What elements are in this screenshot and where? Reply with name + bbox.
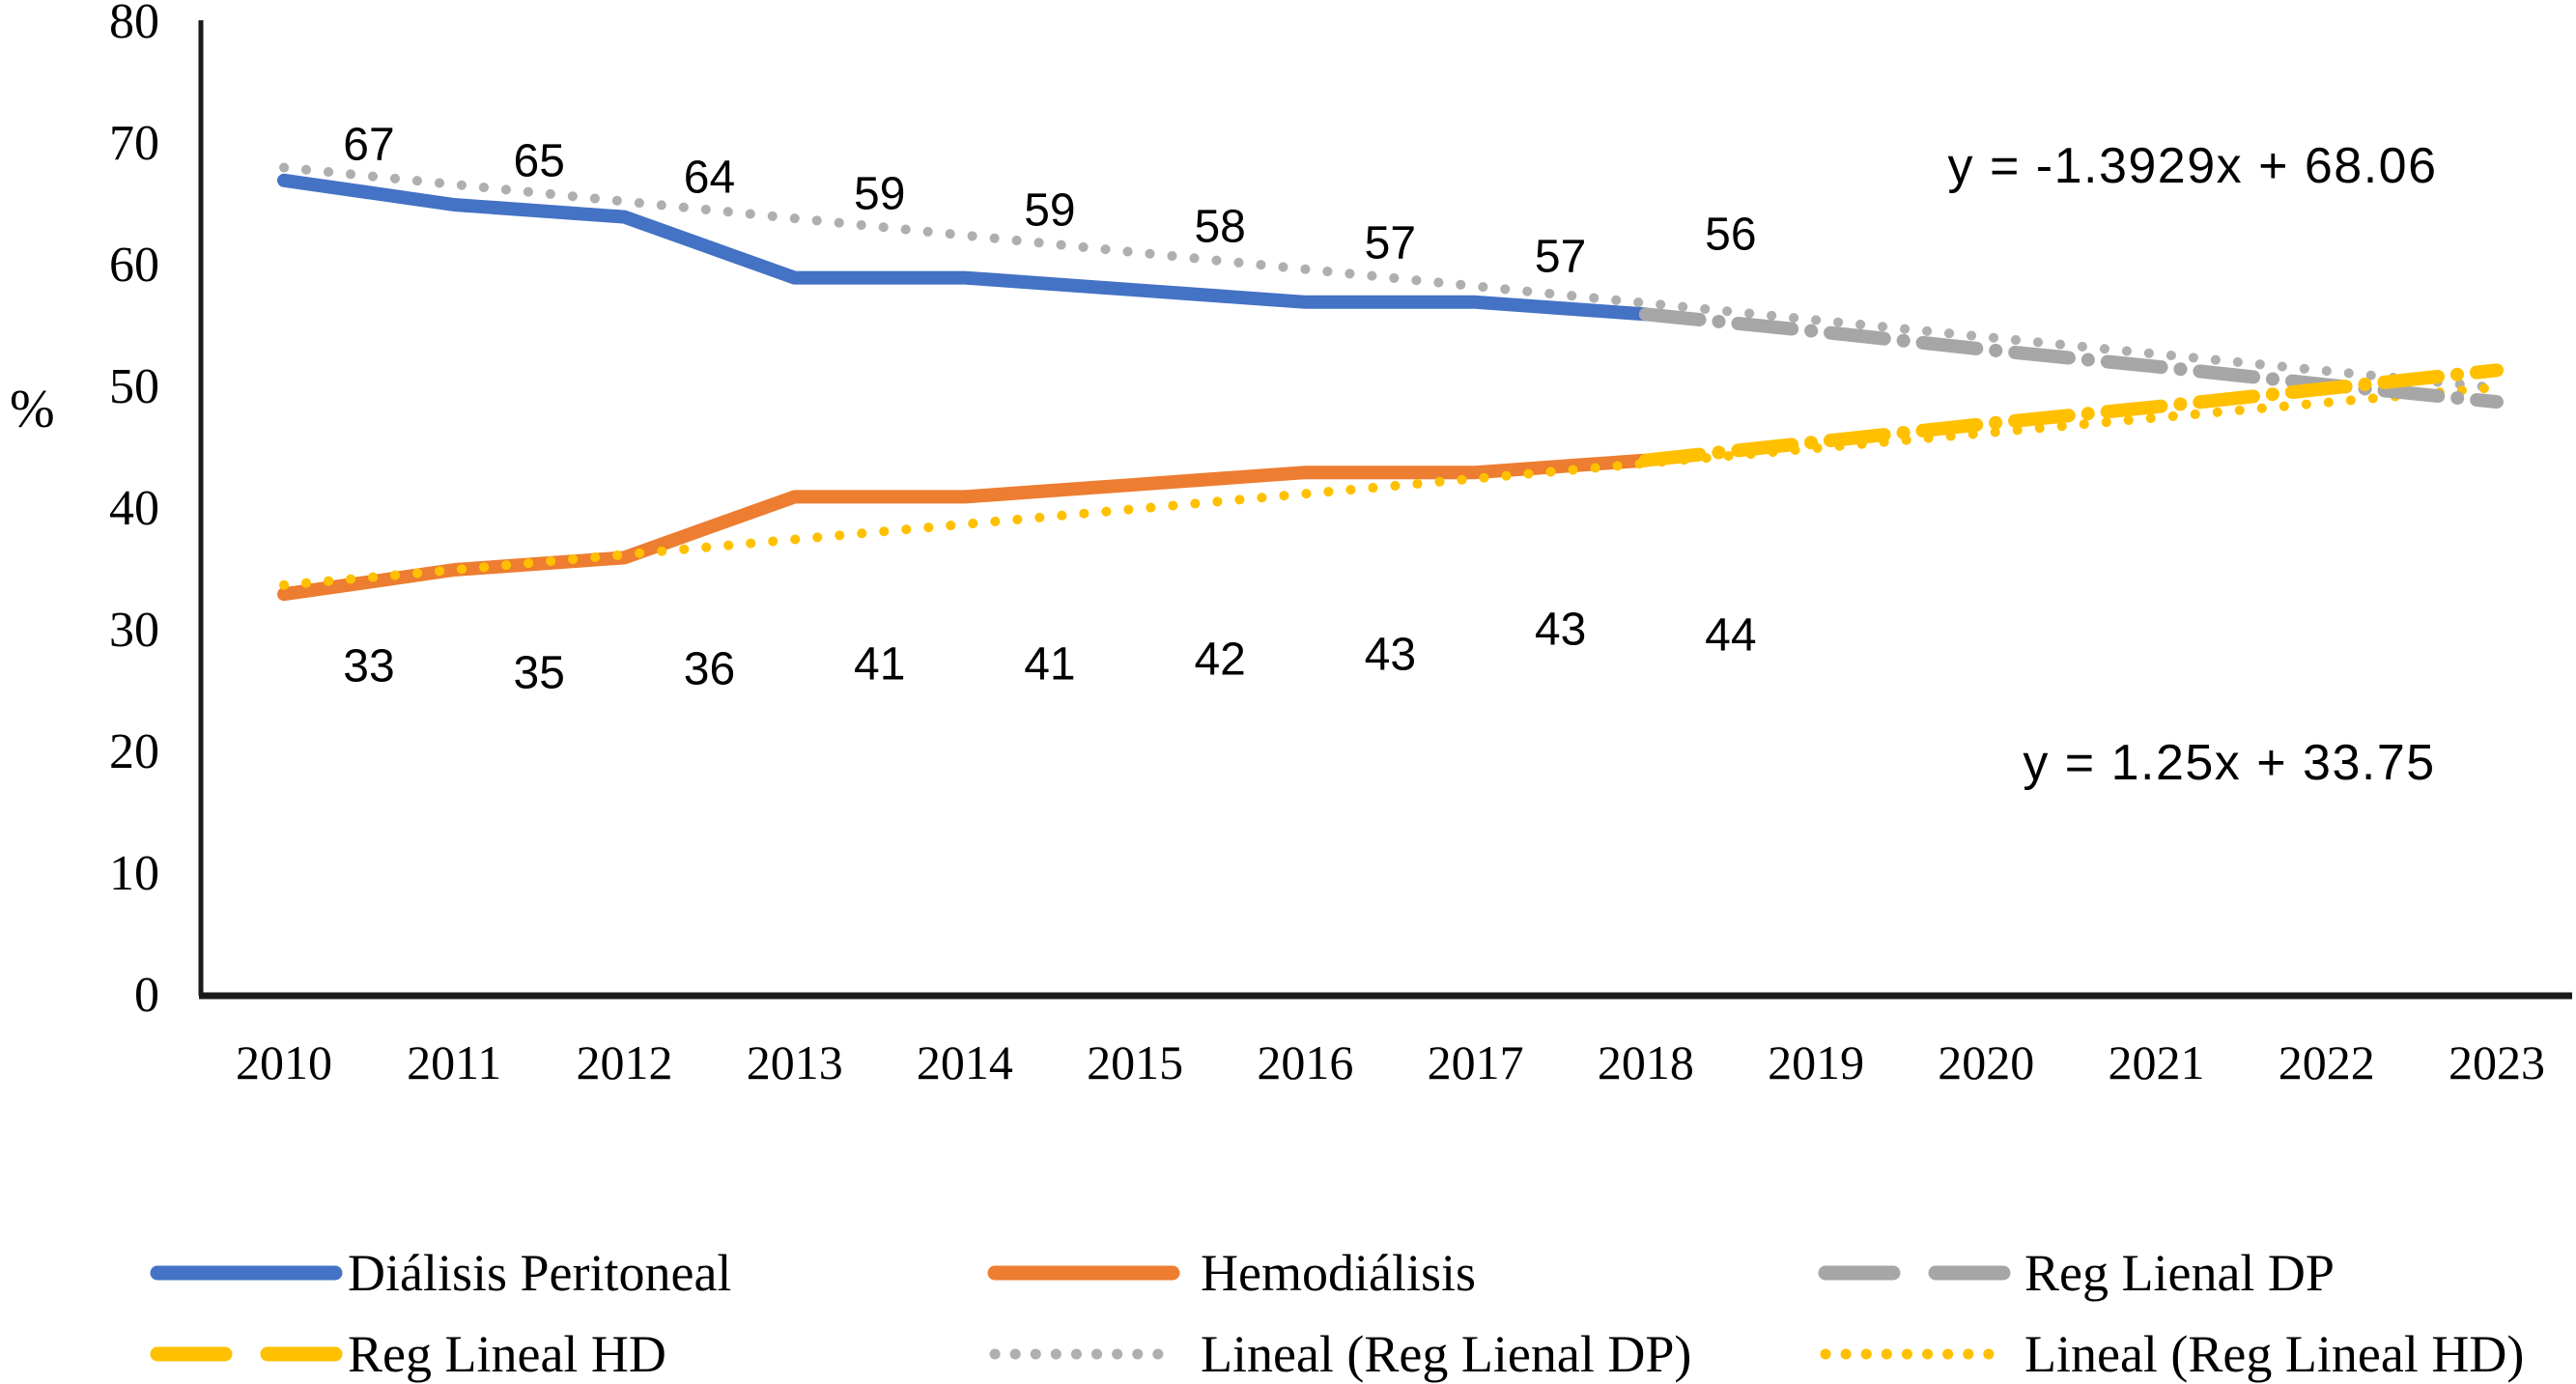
series-line-3 — [1638, 363, 2504, 467]
y-tick-label: 40 — [109, 481, 159, 536]
legend-label: Hemodiálisis — [1201, 1244, 1476, 1302]
data-label: 36 — [683, 643, 736, 695]
y-tick-label: 30 — [109, 603, 159, 658]
data-label: 59 — [1024, 184, 1076, 237]
x-tick-label: 2013 — [746, 1035, 843, 1089]
data-label: 64 — [683, 152, 736, 204]
legend-swatch-solid — [987, 1265, 1180, 1281]
data-label: 41 — [853, 638, 906, 691]
data-label: 56 — [1705, 209, 1757, 261]
y-tick-label: 80 — [109, 0, 159, 49]
data-label: 59 — [853, 168, 906, 220]
x-tick-label: 2017 — [1427, 1035, 1524, 1089]
x-tick-label: 2019 — [1768, 1035, 1865, 1089]
data-label: 33 — [343, 640, 395, 692]
trendline-equation-hd: y = 1.25x + 33.75 — [2023, 735, 2436, 791]
y-tick-label: 0 — [134, 968, 159, 1023]
trendline-equation-dp: y = -1.3929x + 68.06 — [1947, 138, 2438, 194]
x-tick-label: 2020 — [1938, 1035, 2035, 1089]
data-label: 41 — [1024, 638, 1076, 691]
series-line-2 — [1638, 307, 2504, 410]
legend-label: Lineal (Reg Lienal DP) — [1201, 1325, 1692, 1383]
series-line-0 — [277, 173, 1653, 322]
data-label: 57 — [1534, 231, 1587, 283]
series-line-5 — [279, 382, 2502, 590]
x-tick-label: 2015 — [1087, 1035, 1184, 1089]
x-tick-label: 2018 — [1597, 1035, 1694, 1089]
data-label: 57 — [1364, 217, 1417, 269]
x-tick-label: 2023 — [2448, 1035, 2545, 1089]
x-tick-label: 2016 — [1257, 1035, 1354, 1089]
x-tick-label: 2014 — [916, 1035, 1013, 1089]
x-tick-label: 2011 — [407, 1035, 502, 1089]
data-label: 67 — [343, 119, 395, 171]
x-tick-label: 2012 — [576, 1035, 673, 1089]
legend-label: Diálisis Peritoneal — [348, 1244, 732, 1302]
legend-label: Lineal (Reg Lineal HD) — [2024, 1325, 2525, 1383]
series-lines — [277, 162, 2504, 602]
y-tick-label: 50 — [109, 359, 159, 414]
legend-swatch-dash — [150, 1346, 343, 1362]
series-line-4 — [279, 162, 2502, 393]
legend-swatch-dot — [1820, 1348, 2009, 1360]
data-label: 35 — [513, 647, 565, 699]
y-tick-label: 60 — [109, 238, 159, 293]
legend-swatch-solid — [150, 1265, 343, 1281]
data-label: 43 — [1364, 629, 1417, 681]
x-tick-label: 2010 — [236, 1035, 332, 1089]
data-label: 65 — [513, 135, 565, 187]
y-tick-label: 20 — [109, 724, 159, 779]
data-label: 43 — [1534, 604, 1587, 656]
x-tick-label: 2022 — [2278, 1035, 2375, 1089]
data-label: 42 — [1194, 634, 1246, 686]
legend-swatch-dot — [989, 1348, 1178, 1360]
y-axis-title: % — [10, 380, 55, 439]
data-label: 44 — [1705, 609, 1757, 662]
y-tick-label: 10 — [109, 846, 159, 901]
legend-label: Reg Lineal HD — [348, 1325, 666, 1383]
data-label: 58 — [1194, 201, 1246, 253]
x-tick-label: 2021 — [2108, 1035, 2205, 1089]
legend-swatch-dash — [1818, 1265, 2011, 1281]
legend-label: Reg Lienal DP — [2024, 1244, 2335, 1302]
y-tick-label: 70 — [109, 116, 159, 171]
